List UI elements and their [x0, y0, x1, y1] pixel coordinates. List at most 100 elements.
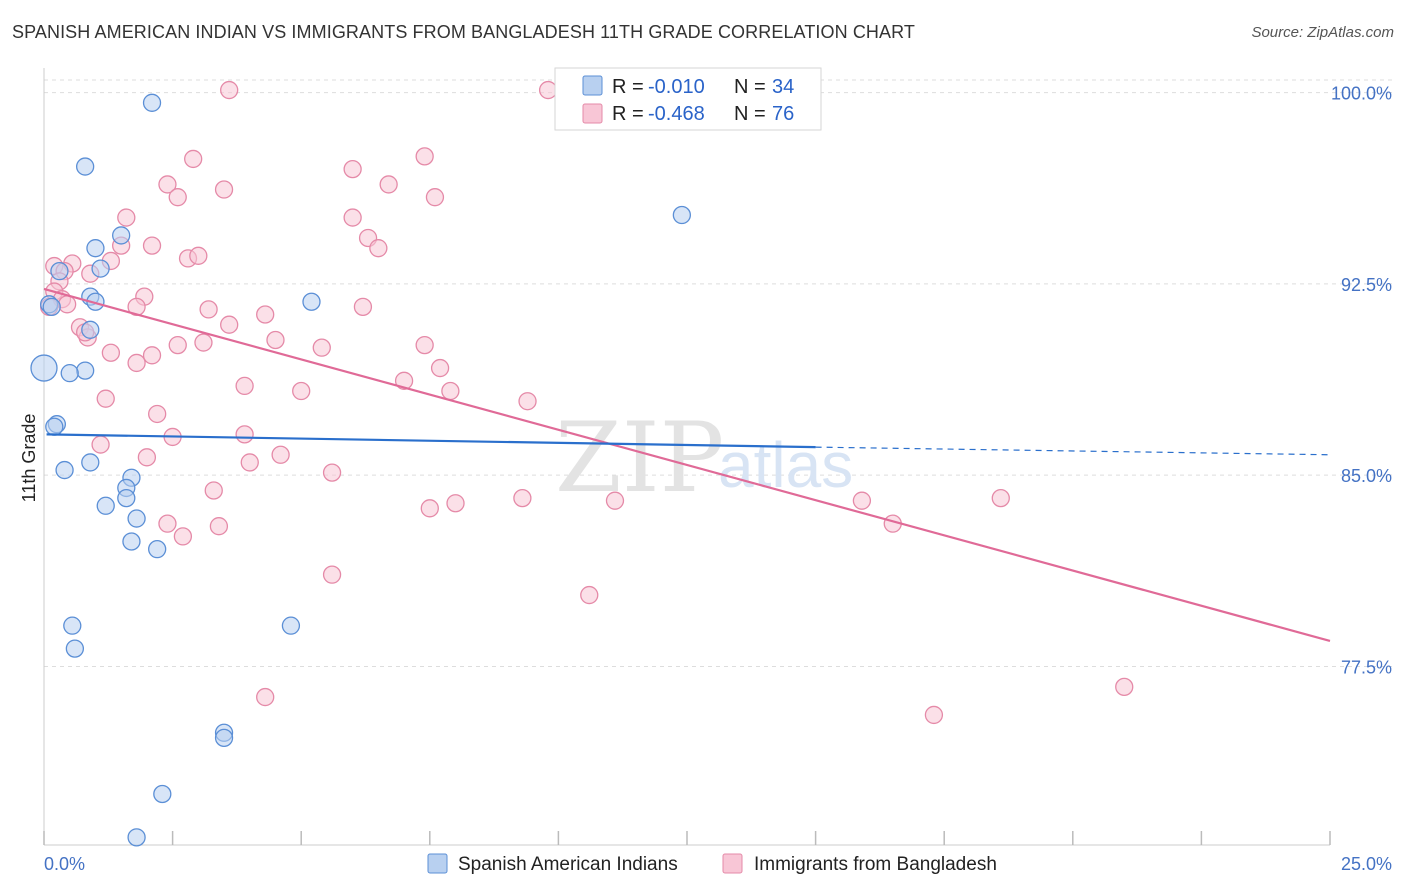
series-legend-label-blue: Spanish American Indians — [458, 854, 678, 875]
data-point-blue — [45, 417, 64, 436]
data-point-blue — [50, 261, 69, 281]
data-point-blue — [96, 496, 115, 515]
watermark: ZIP atlas — [555, 402, 853, 514]
data-point-pink — [214, 180, 234, 199]
data-point-blue — [127, 509, 146, 528]
data-point-pink — [158, 175, 177, 194]
trend-line-bangladesh — [43, 287, 1331, 643]
data-point-blue — [76, 361, 95, 380]
grid-lines — [44, 79, 1392, 667]
data-point-blue — [122, 532, 141, 551]
y-tick-label: 77.5% — [1341, 657, 1392, 677]
legend-n-value-pink: 76 — [772, 103, 794, 125]
data-point-pink — [415, 147, 434, 166]
x-tick-label-max: 25.0% — [1341, 854, 1392, 874]
legend-r-label-pink: R = — [612, 103, 644, 125]
data-point-blue — [214, 728, 234, 748]
legend-swatch-blue — [582, 75, 603, 96]
legend-n-value-blue: 34 — [772, 76, 794, 98]
series-legend: Spanish American Indians Immigrants from… — [427, 853, 997, 875]
series-legend-label-pink: Immigrants from Bangladesh — [754, 854, 997, 875]
legend-n-label-blue: N = — [734, 76, 766, 98]
data-point-blue — [91, 259, 110, 278]
legend-r-value-pink: -0.468 — [648, 103, 705, 125]
data-point-blue — [127, 828, 146, 847]
stats-legend: R = -0.010 N = 34 R = -0.468 N = 76 — [554, 67, 822, 131]
trend-line-spanish-american-indian — [46, 433, 816, 449]
data-point-pink — [312, 338, 331, 357]
legend-r-value-blue: -0.010 — [648, 76, 705, 98]
legend-n-label-pink: N = — [734, 103, 766, 125]
data-point-pink — [379, 175, 398, 194]
data-point-pink — [240, 453, 259, 472]
data-point-pink — [117, 208, 136, 227]
data-point-blue — [86, 239, 105, 258]
data-point-pink — [158, 514, 177, 533]
trend-line-spanish-american-indian-extension — [815, 446, 1331, 456]
y-tick-label: 85.0% — [1341, 466, 1392, 486]
data-point-pink — [580, 585, 599, 605]
data-point-pink — [91, 435, 110, 454]
chart-source: Source: ZipAtlas.com — [1251, 24, 1394, 41]
data-point-pink — [127, 353, 146, 373]
data-point-pink — [322, 463, 342, 482]
data-point-blue — [63, 616, 82, 635]
data-point-pink — [425, 188, 445, 207]
data-point-pink — [343, 159, 362, 179]
data-point-pink — [235, 376, 254, 396]
data-point-pink — [184, 149, 203, 169]
data-point-pink — [142, 346, 162, 365]
data-point-blue — [148, 539, 167, 559]
data-point-blue — [76, 157, 95, 176]
y-tick-labels: 77.5% 85.0% 92.5% 100.0% — [1331, 84, 1392, 678]
data-point-pink — [441, 381, 460, 401]
series-legend-swatch-blue — [427, 853, 448, 874]
data-point-blue — [60, 364, 79, 383]
data-point-pink — [189, 246, 208, 265]
data-point-pink — [605, 491, 625, 510]
data-point-pink — [292, 381, 311, 401]
data-point-pink — [538, 80, 558, 100]
data-point-pink — [256, 687, 275, 707]
data-point-blue — [55, 460, 74, 480]
legend-r-label-blue: R = — [612, 76, 644, 98]
data-point-blue — [302, 292, 321, 311]
data-point-pink — [209, 517, 229, 536]
data-point-pink — [173, 527, 193, 546]
y-axis-label: 11th Grade — [19, 414, 39, 503]
data-point-pink — [518, 392, 537, 411]
legend-swatch-pink — [582, 103, 603, 124]
data-point-pink — [1115, 677, 1134, 697]
data-point-blue — [42, 297, 61, 316]
data-point-pink — [235, 425, 254, 444]
data-point-blue — [112, 226, 131, 245]
chart-title: SPANISH AMERICAN INDIAN VS IMMIGRANTS FR… — [12, 22, 915, 42]
data-point-pink — [142, 236, 162, 255]
data-point-pink — [168, 188, 187, 207]
data-point-pink — [194, 333, 213, 352]
data-point-pink — [446, 494, 465, 513]
data-point-blue — [672, 205, 692, 225]
watermark-zip: ZIP — [555, 402, 724, 514]
data-point-pink — [991, 488, 1010, 508]
data-point-blue — [81, 453, 100, 472]
data-point-pink — [256, 305, 275, 324]
data-point-pink — [57, 295, 77, 314]
data-point-blue — [81, 320, 100, 339]
data-point-pink — [220, 80, 239, 100]
data-point-pink — [343, 208, 362, 227]
y-tick-label: 92.5% — [1341, 275, 1392, 295]
trend-lines — [43, 287, 1331, 643]
data-point-pink — [148, 404, 167, 424]
data-point-blue — [30, 354, 58, 382]
data-point-pink — [513, 488, 532, 508]
axes — [43, 68, 1331, 846]
data-point-pink — [369, 239, 388, 258]
data-point-pink — [924, 705, 944, 725]
data-point-pink — [96, 389, 115, 408]
data-point-pink — [394, 371, 414, 390]
data-point-pink — [101, 343, 121, 362]
series-spanish-american-indian-points — [30, 93, 692, 847]
data-point-pink — [137, 448, 157, 467]
